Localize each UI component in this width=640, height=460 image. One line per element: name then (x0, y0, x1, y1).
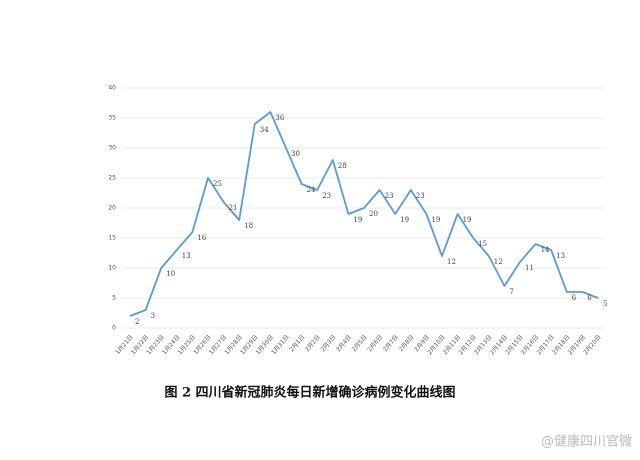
y-tick-label: 30 (108, 145, 116, 152)
x-tick-label: 2月7日 (382, 334, 400, 354)
data-label: 6 (572, 294, 577, 302)
data-label: 30 (291, 150, 300, 158)
data-label: 20 (369, 210, 378, 218)
data-label: 19 (431, 216, 440, 224)
data-label: 2 (135, 318, 139, 326)
data-label: 28 (338, 162, 347, 170)
data-label: 16 (197, 234, 206, 242)
data-label: 10 (166, 270, 175, 278)
chart-title: 图 2 四川省新冠肺炎每日新增确诊病例变化曲线图 (164, 385, 455, 401)
data-label: 23 (416, 192, 425, 200)
y-tick-label: 10 (108, 265, 116, 272)
x-tick-label: 2月3日 (319, 334, 337, 354)
data-label: 19 (400, 216, 409, 224)
data-label: 12 (447, 258, 456, 266)
data-label: 18 (244, 222, 253, 230)
x-tick-label: 2月2日 (304, 334, 322, 354)
y-tick-label: 25 (108, 175, 116, 182)
y-tick-label: 5 (112, 295, 116, 302)
y-tick-label: 20 (108, 205, 116, 212)
data-label: 24 (307, 186, 316, 194)
data-label: 19 (353, 216, 362, 224)
data-label: 15 (478, 240, 487, 248)
data-label: 23 (322, 192, 331, 200)
y-tick-label: 15 (108, 235, 116, 242)
data-label: 36 (275, 114, 284, 122)
data-label: 3 (151, 312, 155, 320)
data-label: 7 (509, 288, 513, 296)
x-tick-label: 2月1日 (288, 334, 306, 354)
data-label: 14 (541, 246, 550, 254)
data-label: 5 (603, 300, 607, 308)
data-label: 19 (463, 216, 472, 224)
y-tick-label: 0 (112, 325, 116, 332)
data-label: 13 (556, 252, 565, 260)
x-tick-label: 2月5日 (351, 334, 369, 354)
y-tick-label: 35 (108, 115, 116, 122)
x-tick-label: 2月6日 (366, 334, 384, 354)
watermark: @健康四川官微 (541, 434, 632, 450)
y-tick-label: 40 (108, 85, 116, 92)
data-label: 23 (385, 192, 394, 200)
data-label: 25 (213, 180, 222, 188)
x-tick-label: 2月8日 (397, 334, 415, 354)
data-label: 6 (587, 294, 592, 302)
x-tick-label: 2月4日 (335, 334, 353, 354)
data-label: 13 (182, 252, 191, 260)
data-label: 21 (229, 204, 238, 212)
data-label: 34 (260, 126, 269, 134)
data-line (129, 111, 599, 317)
data-label: 11 (525, 264, 534, 272)
data-label: 12 (494, 258, 503, 266)
